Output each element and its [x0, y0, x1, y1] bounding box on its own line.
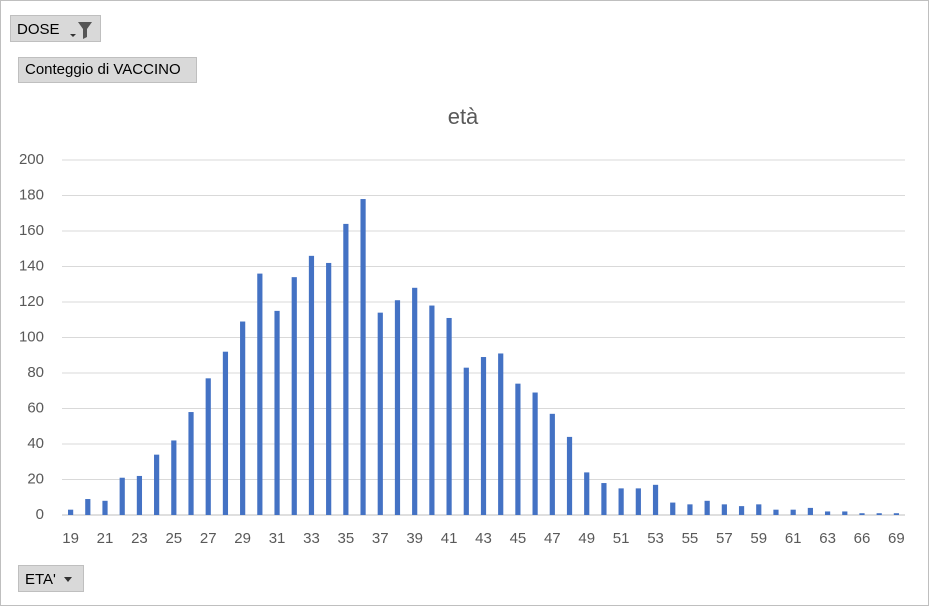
bar	[859, 513, 865, 515]
bar	[687, 504, 693, 515]
bar	[360, 199, 366, 516]
chart-title: età	[448, 104, 479, 129]
bar	[842, 511, 848, 515]
y-tick-label: 0	[36, 506, 44, 523]
x-tick-label: 53	[647, 530, 664, 547]
bar	[652, 484, 659, 515]
bar	[326, 262, 332, 515]
x-tick-label: 47	[544, 530, 561, 547]
bar	[85, 499, 91, 515]
y-tick-label: 200	[19, 151, 44, 168]
bar	[876, 513, 882, 515]
bar	[308, 255, 315, 515]
bar	[480, 357, 487, 515]
y-tick-label: 180	[19, 186, 44, 203]
bar	[205, 378, 211, 515]
bar	[154, 454, 160, 515]
bar	[274, 310, 280, 515]
bar	[412, 287, 418, 515]
bar	[515, 383, 521, 515]
x-tick-label: 19	[62, 530, 79, 547]
bar	[429, 305, 435, 515]
x-tick-label: 27	[200, 530, 217, 547]
bar	[721, 504, 727, 515]
x-tick-label: 41	[441, 530, 458, 547]
dropdown-icon	[64, 577, 72, 582]
bar	[102, 500, 108, 515]
y-tick-label: 80	[27, 364, 44, 381]
x-tick-label: 29	[234, 530, 251, 547]
bar	[188, 412, 194, 515]
x-tick-label: 49	[578, 530, 595, 547]
x-tick-label: 37	[372, 530, 389, 547]
bar	[532, 392, 538, 515]
x-tick-label: 31	[269, 530, 286, 547]
x-tick-label: 57	[716, 530, 733, 547]
x-tick-label: 23	[131, 530, 148, 547]
bar	[68, 509, 74, 515]
x-tick-label: 45	[510, 530, 527, 547]
bar	[584, 472, 590, 515]
bar	[257, 273, 263, 515]
bar	[618, 488, 624, 515]
bar	[394, 300, 401, 515]
bar	[566, 436, 573, 515]
bar	[463, 367, 469, 515]
x-tick-label: 25	[165, 530, 182, 547]
y-tick-label: 140	[19, 257, 44, 274]
x-tick-label: 51	[613, 530, 630, 547]
x-tick-label: 59	[750, 530, 767, 547]
filter-icon	[70, 22, 92, 39]
bar	[240, 321, 246, 515]
x-tick-label: 63	[819, 530, 836, 547]
y-tick-label: 20	[27, 470, 44, 487]
bar	[738, 506, 745, 515]
x-tick-label: 21	[97, 530, 114, 547]
bar	[756, 504, 762, 515]
bar	[790, 509, 796, 515]
bar	[824, 511, 831, 515]
bar	[893, 513, 899, 515]
bar	[807, 507, 813, 515]
bar	[136, 475, 143, 515]
x-tick-label: 61	[785, 530, 802, 547]
bar	[773, 509, 779, 515]
x-tick-label: 39	[406, 530, 423, 547]
x-tick-label: 33	[303, 530, 320, 547]
x-tick-label: 69	[888, 530, 905, 547]
axis-button[interactable]: ETA'	[18, 565, 84, 592]
bar	[446, 317, 452, 515]
y-tick-label: 160	[19, 222, 44, 239]
bar	[498, 353, 504, 515]
x-tick-label: 66	[854, 530, 871, 547]
bar	[635, 488, 641, 515]
bar	[291, 277, 297, 515]
bar	[171, 440, 177, 515]
bar	[670, 502, 676, 515]
bar	[119, 477, 125, 515]
y-tick-label: 120	[19, 293, 44, 310]
bar	[377, 312, 383, 515]
y-tick-label: 40	[27, 435, 44, 452]
bar	[601, 483, 607, 515]
bar	[549, 413, 555, 515]
axis-label: ETA'	[25, 571, 56, 588]
y-tick-label: 100	[19, 328, 44, 345]
filter-label: DOSE	[17, 21, 60, 38]
bar	[704, 500, 710, 515]
bar	[222, 351, 229, 515]
bar	[343, 223, 349, 515]
x-tick-label: 43	[475, 530, 492, 547]
y-tick-label: 60	[27, 399, 44, 416]
values-button[interactable]: Conteggio di VACCINO	[18, 57, 197, 83]
x-tick-label: 55	[682, 530, 699, 547]
filter-button[interactable]: DOSE	[10, 15, 101, 42]
x-tick-label: 35	[338, 530, 355, 547]
